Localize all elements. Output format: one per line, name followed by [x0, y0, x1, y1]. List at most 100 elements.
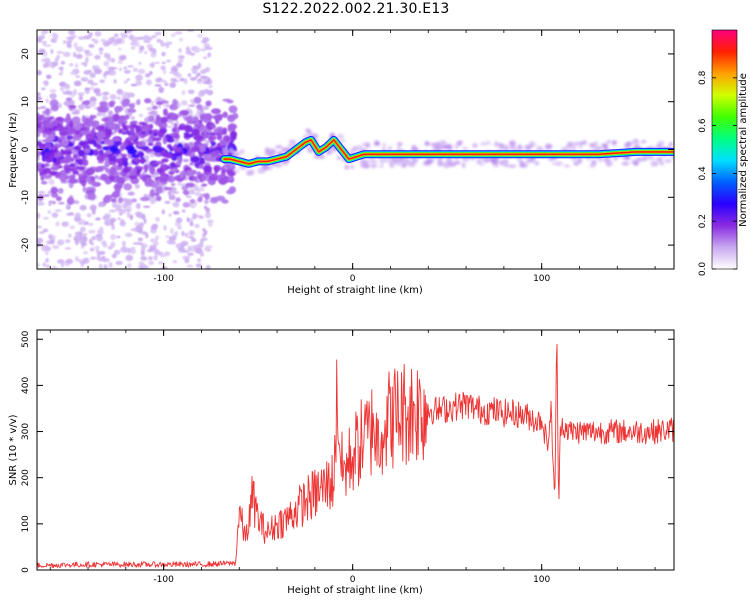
- snr-frame: [36, 329, 675, 571]
- noise-blob: [108, 66, 112, 73]
- band-blob: [179, 171, 184, 179]
- band-blob: [104, 160, 111, 168]
- noise-blob: [172, 210, 180, 215]
- band-blob: [190, 156, 200, 163]
- halo-blob: [545, 143, 553, 150]
- y-tick-label: 400: [21, 377, 31, 394]
- band-blob: [188, 175, 194, 181]
- colorbar-tick-label: 0.6: [698, 118, 708, 133]
- halo-blob: [480, 141, 487, 146]
- halo-blob: [621, 161, 630, 166]
- noise-blob: [124, 232, 133, 238]
- band-blob: [37, 130, 41, 138]
- noise-blob: [140, 243, 148, 248]
- noise-blob: [73, 200, 80, 205]
- noise-blob: [144, 50, 148, 55]
- band-blob: [114, 185, 121, 194]
- noise-blob: [178, 55, 185, 60]
- band-blob: [201, 183, 208, 187]
- halo-blob: [228, 164, 235, 171]
- band-blob: [128, 141, 135, 146]
- band-blob: [163, 108, 168, 117]
- halo-blob: [551, 162, 560, 166]
- noise-blob: [54, 209, 62, 212]
- band-blob: [107, 129, 113, 136]
- band-blob: [216, 133, 223, 141]
- halo-blob: [595, 145, 603, 152]
- noise-blob: [121, 91, 129, 98]
- noise-blob: [42, 216, 50, 220]
- halo-blob: [509, 145, 517, 151]
- noise-blob: [193, 186, 199, 191]
- noise-blob: [75, 62, 79, 69]
- noise-blob: [208, 221, 213, 227]
- band-blob: [155, 114, 161, 122]
- noise-blob: [62, 51, 71, 57]
- noise-blob: [127, 65, 134, 68]
- noise-blob: [117, 217, 121, 220]
- band-blob: [120, 159, 128, 166]
- halo-blob: [235, 151, 240, 158]
- noise-blob: [148, 47, 156, 51]
- band-blob: [74, 145, 81, 151]
- halo-blob: [426, 157, 432, 164]
- band-blob: [95, 125, 106, 131]
- noise-blob: [94, 54, 101, 60]
- noise-blob: [141, 261, 145, 267]
- band-blob: [129, 127, 135, 135]
- band-blob: [72, 169, 79, 175]
- noise-blob: [63, 83, 69, 89]
- noise-blob: [37, 212, 41, 219]
- band-blob: [148, 115, 155, 122]
- noise-blob: [184, 232, 189, 238]
- band-blob: [135, 132, 140, 137]
- band-blob: [128, 102, 135, 109]
- noise-blob: [168, 236, 173, 241]
- halo-blob: [472, 142, 478, 149]
- noise-blob: [47, 210, 52, 214]
- x-tick-label: 0: [350, 575, 356, 585]
- noise-blob: [183, 78, 188, 85]
- noise-blob: [65, 258, 74, 264]
- band-blob: [127, 148, 138, 155]
- halo-blob: [401, 162, 406, 168]
- band-blob: [82, 159, 89, 167]
- y-tick-label: 200: [21, 469, 31, 486]
- halo-blob: [623, 156, 631, 160]
- band-blob: [40, 180, 48, 185]
- band-blob: [179, 109, 190, 116]
- halo-blob: [606, 140, 611, 144]
- noise-blob: [109, 67, 118, 70]
- noise-blob: [60, 60, 66, 65]
- noise-blob: [126, 78, 130, 81]
- noise-blob: [102, 243, 108, 248]
- band-blob: [196, 104, 203, 110]
- noise-blob: [168, 213, 172, 217]
- noise-blob: [131, 198, 137, 203]
- band-blob: [126, 108, 137, 114]
- noise-blob: [174, 31, 183, 35]
- noise-blob: [122, 202, 128, 210]
- halo-blob: [275, 145, 283, 149]
- band-blob: [132, 168, 137, 173]
- noise-blob: [197, 258, 202, 263]
- noise-blob: [72, 51, 77, 58]
- band-blob: [166, 138, 175, 143]
- band-blob: [167, 175, 176, 183]
- noise-blob: [193, 47, 201, 53]
- noise-blob: [119, 32, 128, 36]
- noise-blob: [208, 84, 213, 89]
- band-blob: [112, 137, 121, 142]
- band-blob: [91, 120, 100, 128]
- band-blob: [136, 168, 141, 176]
- halo-blob: [367, 159, 376, 163]
- noise-blob: [52, 245, 60, 250]
- band-blob: [150, 129, 161, 135]
- noise-blob: [150, 35, 157, 39]
- noise-blob: [172, 201, 180, 208]
- noise-blob: [200, 40, 207, 44]
- noise-blob: [111, 43, 119, 46]
- snr-plot-area: [37, 343, 674, 569]
- halo-blob: [246, 171, 254, 176]
- noise-blob: [110, 72, 117, 76]
